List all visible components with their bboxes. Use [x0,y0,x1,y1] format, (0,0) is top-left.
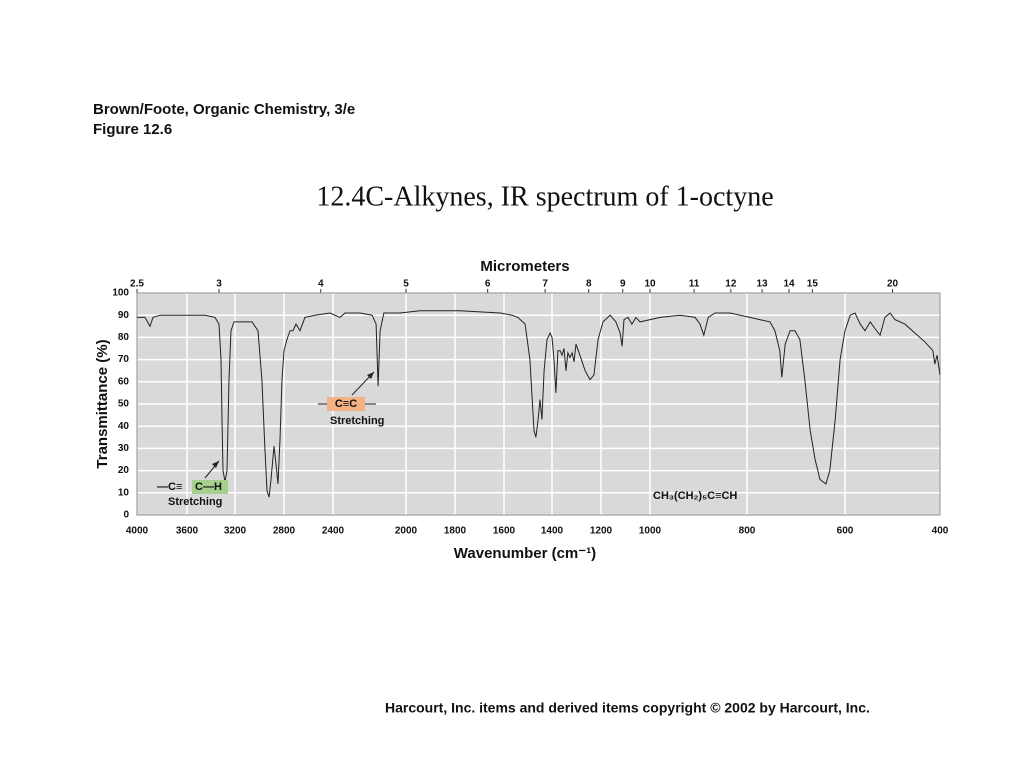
x-tick-label: 1800 [444,526,467,537]
x-tick-label: 400 [932,526,949,537]
y-tick-label: 10 [118,487,130,498]
y-tick-label: 100 [112,288,129,299]
x-tick-label: 1400 [541,526,564,537]
y-tick-label: 0 [123,510,129,521]
x2-tick-label: 20 [887,279,899,290]
slide-title: 12.4C-Alkynes, IR spectrum of 1-octyne [316,181,773,212]
x-axis-title: Wavenumber (cm⁻¹) [454,545,596,562]
y-tick-label: 20 [118,465,130,476]
x2-tick-label: 3 [216,279,222,290]
y-tick-label: 40 [118,421,130,432]
y-axis-title: Transmittance (%) [94,339,111,468]
figure-ref: Figure 12.6 [93,121,172,138]
x2-tick-label: 14 [783,279,795,290]
annotation-note: Stretching [168,496,222,508]
annotation-note: Stretching [330,415,384,427]
x-tick-label: 4000 [126,526,149,537]
x2-tick-label: 4 [318,279,324,290]
x-tick-label: 2400 [322,526,345,537]
annotation-label: —C≡ [157,481,182,493]
y-tick-label: 80 [118,332,130,343]
x2-tick-label: 15 [807,279,819,290]
annotation-highlight [192,480,228,494]
x2-tick-label: 5 [403,279,409,290]
x-tick-label: 1600 [493,526,516,537]
x-tick-label: 600 [837,526,854,537]
compound-formula: CH₃(CH₂)₅C≡CH [653,490,737,502]
spectrum-line [137,310,941,498]
x2-tick-label: 7 [542,279,548,290]
y-tick-label: 60 [118,376,130,387]
x2-tick-label: 8 [586,279,592,290]
annotation-highlight [327,397,365,411]
x2-tick-label: 10 [644,279,656,290]
y-tick-label: 50 [118,399,130,410]
x-tick-label: 800 [739,526,756,537]
book-ref: Brown/Foote, Organic Chemistry, 3/e [93,101,355,118]
x-tick-label: 2800 [273,526,296,537]
x2-axis-title: Micrometers [480,258,569,275]
x-tick-label: 1200 [590,526,613,537]
copyright: Harcourt, Inc. items and derived items c… [385,700,870,716]
x-tick-label: 1000 [639,526,662,537]
annotation-label: C≡C [335,398,357,410]
annotation-cc: C≡C Stretching [318,371,384,427]
y-tick-label: 90 [118,310,130,321]
x-tick-label: 3600 [176,526,199,537]
x2-tick-label: 9 [620,279,626,290]
x2-tick-label: 11 [689,279,700,290]
annotation-label: C—H [195,481,222,493]
arrow-head [367,372,374,379]
x2-tick-label: 2.5 [130,279,144,290]
annotation-ch: —C≡ C—H Stretching [157,460,228,508]
y-tick-label: 30 [118,443,130,454]
y-tick-label: 70 [118,354,130,365]
x-tick-label: 2000 [395,526,418,537]
arrow-head [212,461,219,468]
plot-frame [136,292,941,516]
x2-tick-label: 13 [757,279,769,290]
x2-tick-label: 12 [725,279,737,290]
x2-tick-label: 6 [485,279,491,290]
x-tick-label: 3200 [224,526,247,537]
